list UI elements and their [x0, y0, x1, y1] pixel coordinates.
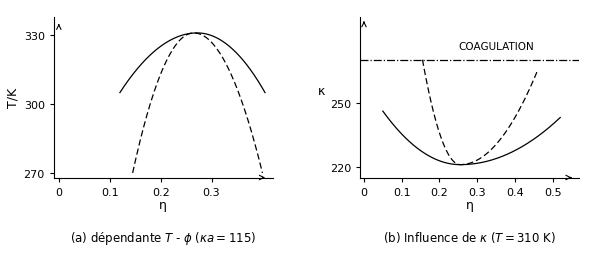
Y-axis label: T/K: T/K [7, 88, 19, 108]
Text: (a) dépendante $T$ - $\phi$ ($\kappa a = 115$): (a) dépendante $T$ - $\phi$ ($\kappa a =… [70, 229, 256, 246]
Text: COAGULATION: COAGULATION [458, 42, 534, 52]
Y-axis label: κ: κ [318, 85, 325, 98]
Text: (b) Influence de $\kappa$ ($T = 310$ K): (b) Influence de $\kappa$ ($T = 310$ K) [383, 229, 556, 244]
X-axis label: η: η [159, 198, 167, 211]
X-axis label: η: η [466, 198, 473, 211]
